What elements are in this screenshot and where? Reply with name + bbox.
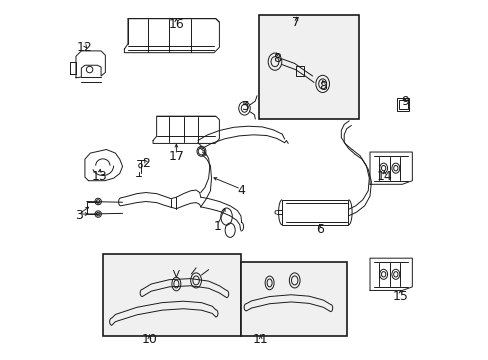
Text: 12: 12 — [77, 41, 93, 54]
Bar — [258, 15, 359, 119]
Bar — [396, 98, 408, 111]
Text: 10: 10 — [141, 333, 157, 346]
Text: 8: 8 — [319, 80, 327, 93]
Text: 16: 16 — [168, 18, 184, 31]
Text: 8: 8 — [272, 51, 280, 64]
Text: 6: 6 — [315, 222, 323, 236]
Text: 14: 14 — [376, 170, 391, 183]
Text: 5: 5 — [242, 100, 250, 113]
Bar — [398, 100, 407, 109]
Text: 1: 1 — [213, 220, 221, 233]
Text: 13: 13 — [91, 170, 107, 183]
Bar — [295, 66, 303, 76]
Bar — [241, 262, 346, 336]
Text: 4: 4 — [237, 184, 244, 197]
Text: 9: 9 — [400, 95, 408, 108]
Text: 15: 15 — [392, 290, 407, 303]
Text: 17: 17 — [168, 150, 184, 163]
Bar — [102, 253, 241, 336]
Text: 2: 2 — [142, 157, 149, 170]
Bar — [282, 200, 348, 225]
Text: 3: 3 — [75, 210, 82, 222]
Text: 11: 11 — [252, 333, 268, 346]
Text: 7: 7 — [292, 16, 300, 29]
